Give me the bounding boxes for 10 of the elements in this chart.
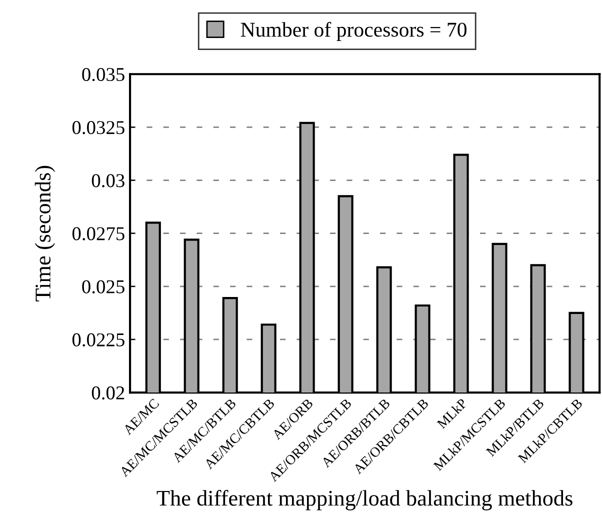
x-axis-title: The different mapping/load balancing methods (156, 490, 572, 510)
y-tick-label: 0.03 (92, 174, 124, 188)
y-tick-label: 0.0325 (72, 121, 124, 134)
y-tick-label: 0.02 (92, 386, 124, 400)
legend-label: Number of processors = 70 (240, 22, 466, 42)
y-tick-label: 0.035 (82, 68, 124, 82)
y-tick-label: 0.0275 (72, 227, 124, 240)
y-tick-label: 0.0225 (72, 333, 124, 346)
y-tick-label: 0.025 (82, 280, 124, 294)
y-axis-title: Time (seconds) (34, 166, 56, 302)
